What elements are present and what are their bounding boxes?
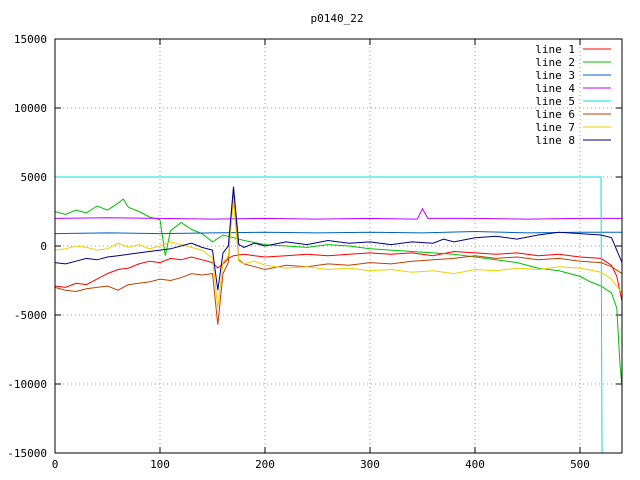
- series-line-5: [55, 176, 603, 454]
- x-tick-label: 400: [465, 458, 485, 471]
- x-tick-label: 100: [150, 458, 170, 471]
- x-tick-label: 200: [255, 458, 275, 471]
- series-line-4: [54, 207, 622, 220]
- y-tick-label: 10000: [14, 102, 47, 115]
- x-axis-ticks: 0 100 200 300 400 500: [52, 39, 590, 471]
- legend-label: line 6: [535, 108, 575, 121]
- y-tick-label: -15000: [7, 447, 47, 460]
- x-tick-label: 300: [360, 458, 380, 471]
- y-axis-ticks: -15000 -10000 -5000 0 5000 10000 15000: [7, 33, 622, 460]
- y-tick-label: 15000: [14, 33, 47, 46]
- series-line-2: [54, 198, 623, 387]
- legend-label: line 3: [535, 69, 575, 82]
- legend-label: line 5: [535, 95, 575, 108]
- y-tick-label: -10000: [7, 378, 47, 391]
- x-tick-label: 0: [52, 458, 59, 471]
- legend-label: line 8: [535, 134, 575, 147]
- y-tick-label: 5000: [21, 171, 48, 184]
- plot-area: [54, 176, 623, 454]
- series-line-8: [54, 186, 623, 291]
- y-tick-label: 0: [40, 240, 47, 253]
- series-line-3: [54, 230, 622, 235]
- legend-label: line 7: [535, 121, 575, 134]
- chart-title: p0140_22: [311, 12, 364, 25]
- series-line-7: [54, 200, 623, 309]
- plot-frame: [54, 38, 623, 454]
- legend-label: line 1: [535, 43, 575, 56]
- legend-label: line 2: [535, 56, 575, 69]
- series-line-1: [54, 250, 623, 302]
- legend-label: line 4: [535, 82, 575, 95]
- y-tick-label: -5000: [14, 309, 47, 322]
- x-tick-label: 500: [570, 458, 590, 471]
- series-line-6: [54, 187, 623, 325]
